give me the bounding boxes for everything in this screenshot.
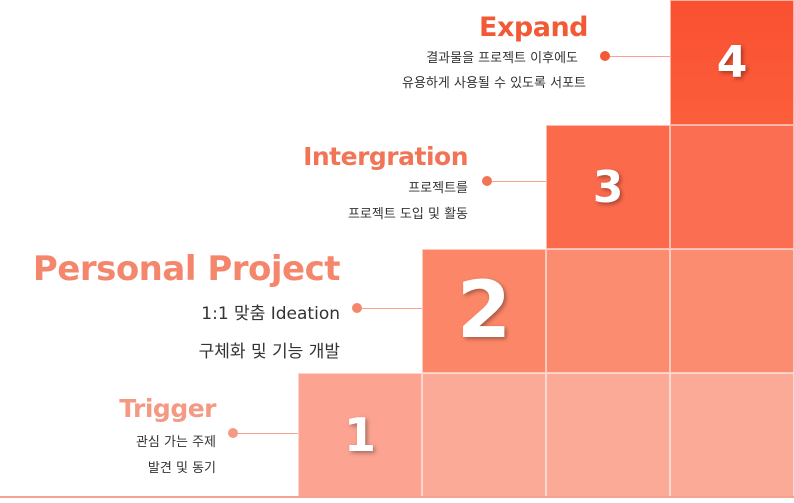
- step-2-cell: [422, 249, 546, 373]
- step-1-title: Trigger: [119, 394, 216, 423]
- step-4-cell: [670, 0, 794, 125]
- step-1-desc-line1: 관심 가는 주제: [135, 435, 216, 450]
- step-3-desc-line2: 프로젝트 도입 및 활동: [347, 207, 468, 222]
- step-4-number: 4: [716, 37, 748, 88]
- step-2-title: Personal Project: [32, 249, 341, 289]
- step-3-fill-cell: [670, 125, 794, 249]
- step-1-desc-line2: 발견 및 동기: [147, 461, 216, 476]
- step-3-title: Intergration: [303, 142, 468, 171]
- step-1-connector-line: [238, 433, 298, 434]
- step-4-connector-line: [610, 56, 670, 57]
- step-2-connector-line: [362, 308, 422, 309]
- step-2-connector-dot: [352, 303, 362, 313]
- step-3-number: 3: [592, 161, 624, 213]
- step-4-title: Expand: [479, 12, 588, 43]
- step-1-fill-cell: [546, 373, 670, 497]
- step-1-connector-dot: [228, 428, 238, 438]
- step-1-cell: [298, 373, 422, 497]
- step-3-connector-line: [492, 181, 546, 182]
- step-4-desc-line1: 결과물을 프로젝트 이후에도: [426, 51, 578, 66]
- step-3-desc-line1: 프로젝트를: [408, 181, 468, 196]
- step-1-fill-cell: [422, 373, 546, 497]
- step-4-desc-line2: 유용하게 사용될 수 있도록 서포트: [402, 76, 586, 91]
- step-3-connector-dot: [482, 176, 492, 186]
- baseline-divider: [0, 496, 794, 498]
- step-2-desc-line1: 1:1 맞춤 Ideation: [201, 304, 340, 324]
- step-4-connector-dot: [600, 51, 610, 61]
- step-2-fill-cell: [670, 249, 794, 373]
- step-2-number: 2: [456, 266, 512, 356]
- step-1-number: 1: [343, 408, 376, 462]
- step-1-fill-cell: [670, 373, 794, 497]
- step-3-cell: [546, 125, 670, 249]
- step-2-fill-cell: [546, 249, 670, 373]
- step-2-desc-line2: 구체화 및 기능 개발: [198, 342, 340, 362]
